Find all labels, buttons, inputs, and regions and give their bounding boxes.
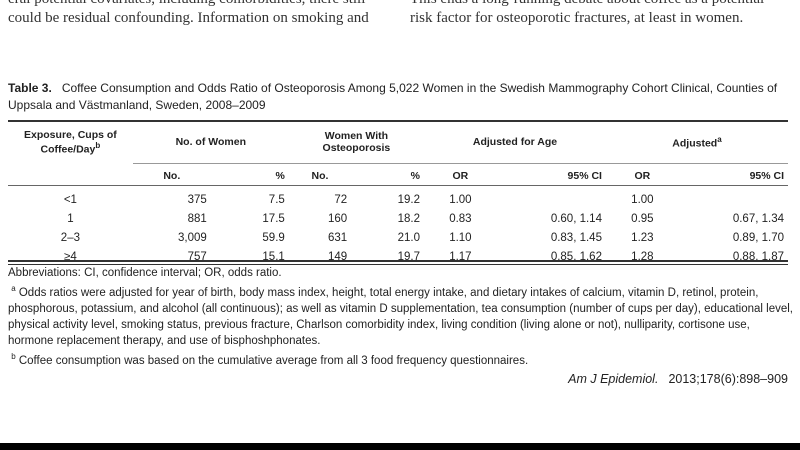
table-cell: 2–3: [60, 231, 80, 244]
text-line: This ends a long-running debate about co…: [410, 0, 764, 9]
table-cell: 160: [328, 212, 348, 225]
table-cell: 17.5: [262, 212, 285, 225]
citation-ref: 2013;178(6):898–909: [668, 372, 788, 386]
table-cell: 631: [328, 231, 348, 244]
table-top-rule: [8, 120, 788, 122]
table-row: ≥4 757 15.1 149 19.7 1.17 0.85, 1.62 1.28 0.88, …: [8, 247, 788, 266]
table-cell: 0.85, 1.62: [550, 250, 602, 263]
table-cell: 0.83, 1.45: [550, 231, 602, 244]
table-cell: 0.89, 1.70: [732, 231, 784, 244]
subheader: No.: [132, 163, 211, 186]
text-line: could be residual confounding. Informati…: [8, 10, 369, 26]
right-column-text: This ends a long-running debate about co…: [410, 0, 764, 28]
table-label: Table 3.: [8, 81, 52, 95]
subheader: 95% CI: [678, 163, 788, 186]
table-cell: 881: [187, 212, 207, 225]
table-cell: 1: [67, 212, 74, 225]
table-cell: 0.83: [449, 212, 472, 225]
table-cell: 72: [334, 193, 348, 206]
table-cell: 1.28: [631, 250, 654, 263]
table-cell: 1.17: [449, 250, 472, 263]
header-adjusted-age: Adjusted for Age: [472, 136, 558, 148]
text-line: eral potential covariates, including com…: [8, 0, 369, 9]
left-column-text: eral potential covariates, including com…: [8, 0, 369, 28]
table-cell: 375: [187, 193, 207, 206]
table-row: <1 375 7.5 72 19.2 1.00 1.00: [8, 186, 788, 210]
table-cell: 7.5: [268, 193, 285, 206]
table-cell: 0.88, 1.87: [732, 250, 784, 263]
header-osteoporosis: Women With Osteoporosis: [322, 130, 391, 154]
table-cell: ≥4: [64, 250, 77, 263]
table-cell: [679, 186, 788, 210]
subheader: OR: [605, 163, 679, 186]
subheader: No.: [288, 163, 352, 186]
table-cell: 757: [187, 250, 207, 263]
table-cell: 18.2: [397, 212, 420, 225]
table-cell: 15.1: [262, 250, 285, 263]
header-exposure: Exposure, Cups of Coffee/Dayb: [24, 129, 117, 156]
data-table: Exposure, Cups of Coffee/Dayb No. of Wom…: [8, 121, 788, 266]
table-cell: 1.10: [449, 231, 472, 244]
journal-name: Am J Epidemiol.: [568, 372, 659, 386]
table-cell: 1.23: [631, 231, 654, 244]
table-cell: 149: [328, 250, 348, 263]
table-cell: <1: [63, 193, 77, 206]
header-no-women: No. of Women: [175, 136, 246, 148]
table-cell: 1.00: [449, 193, 472, 206]
table-cell: 59.9: [262, 231, 285, 244]
subheader: OR: [423, 163, 497, 186]
table-title: Coffee Consumption and Odds Ratio of Ost…: [8, 81, 778, 112]
table-row: 2–3 3,009 59.9 631 21.0 1.10 0.83, 1.45 1.23 0.8…: [8, 228, 788, 247]
bottom-black-bar: [0, 443, 800, 450]
table-cell: 19.7: [397, 250, 420, 263]
subheader: %: [210, 163, 289, 186]
table-bottom-rule: [8, 260, 788, 265]
table-footnotes: Abbreviations: CI, confidence interval; …: [8, 265, 793, 369]
table-row: 1 881 17.5 160 18.2 0.83 0.60, 1.14 0.95 0.67, 1…: [8, 209, 788, 228]
subheader: %: [351, 163, 424, 186]
table-cell: 21.0: [397, 231, 420, 244]
table-cell: 0.67, 1.34: [732, 212, 784, 225]
footnote-b: b Coffee consumption was based on the cu…: [11, 351, 529, 367]
table-cell: [497, 186, 606, 210]
table-cell: 0.95: [631, 212, 654, 225]
table-cell: 0.60, 1.14: [550, 212, 602, 225]
table-caption: Table 3. Coffee Consumption and Odds Rat…: [8, 80, 788, 114]
table-cell: 3,009: [178, 231, 207, 244]
table-cell: 19.2: [397, 193, 420, 206]
table-cell: 1.00: [631, 193, 654, 206]
text-line: risk factor for osteoporotic fractures, …: [410, 10, 744, 26]
subheader: 95% CI: [496, 163, 606, 186]
citation: Am J Epidemiol. 2013;178(6):898–909: [568, 372, 788, 386]
footnote-abbreviations: Abbreviations: CI, confidence interval; …: [8, 267, 282, 279]
header-adjusted: Adjusteda: [672, 134, 722, 150]
footnote-a: a Odds ratios were adjusted for year of …: [8, 284, 793, 347]
